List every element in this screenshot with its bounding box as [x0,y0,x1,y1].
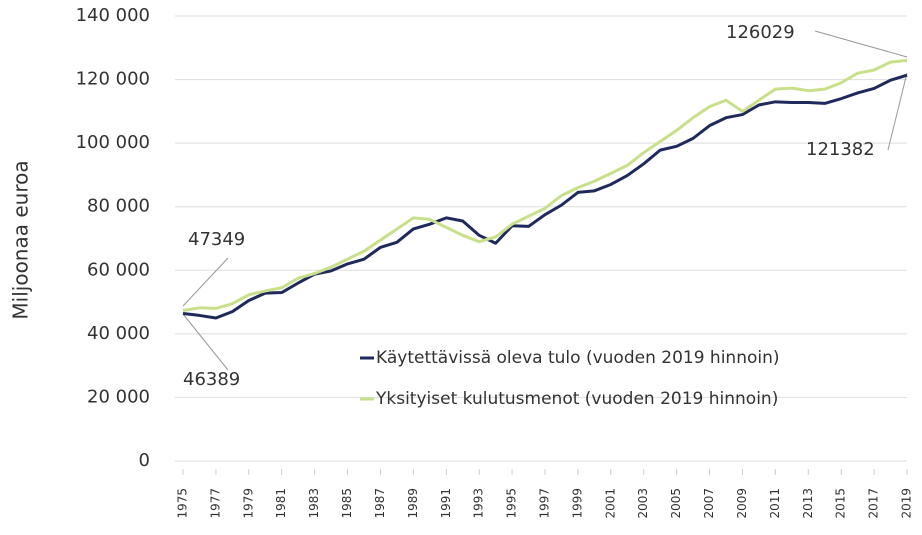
x-tick-label: 2001 [603,488,617,519]
leader-line [814,30,908,58]
x-tick-label: 1997 [538,488,552,519]
x-tick-label: 2009 [735,488,749,519]
x-tick-label: 1991 [439,488,453,519]
y-tick-label: 20 000 [87,386,150,407]
x-tick-label: 2003 [636,488,650,519]
x-tick-label: 2015 [834,488,848,519]
y-tick-label: 100 000 [76,132,150,153]
x-tick-label: 2005 [669,488,683,519]
y-axis-label: Miljoonaa euroa [9,160,33,319]
x-tick-label: 1981 [274,488,288,519]
leader-line [887,72,908,151]
data-label: 46389 [183,369,240,390]
x-tick-label: 1979 [241,488,255,519]
y-tick-label: 80 000 [87,196,150,217]
x-tick-label: 1987 [373,488,387,519]
x-tick-label: 2019 [900,488,914,519]
data-label: 126029 [726,22,795,43]
x-tick-label: 1977 [208,488,222,519]
data-label: 47349 [188,229,245,250]
x-tick-label: 2013 [801,488,815,519]
x-tick-label: 1995 [505,488,519,519]
x-tick-label: 2011 [768,488,782,519]
data-label: 121382 [806,139,875,160]
y-tick-label: 60 000 [87,259,150,280]
y-tick-label: 140 000 [76,5,150,26]
x-tick-label: 1985 [340,488,354,519]
y-tick-label: 120 000 [76,69,150,90]
leader-line [182,313,229,371]
x-tick-label: 1999 [570,488,584,519]
y-tick-label: 0 [139,450,150,471]
x-tick-label: 1975 [176,488,190,519]
x-tick-label: 1993 [472,488,486,519]
leader-line [182,257,229,307]
y-tick-label: 40 000 [87,323,150,344]
legend-label: Käytettävissä oleva tulo (vuoden 2019 hi… [376,348,780,368]
line [182,58,908,312]
legend-label: Yksityiset kulutusmenot (vuoden 2019 hin… [375,389,778,409]
x-tick-label: 2007 [702,488,716,519]
line [182,73,908,320]
x-tick-label: 2017 [867,488,881,519]
x-tick-label: 1989 [406,488,420,519]
x-tick-label: 1983 [307,488,321,519]
